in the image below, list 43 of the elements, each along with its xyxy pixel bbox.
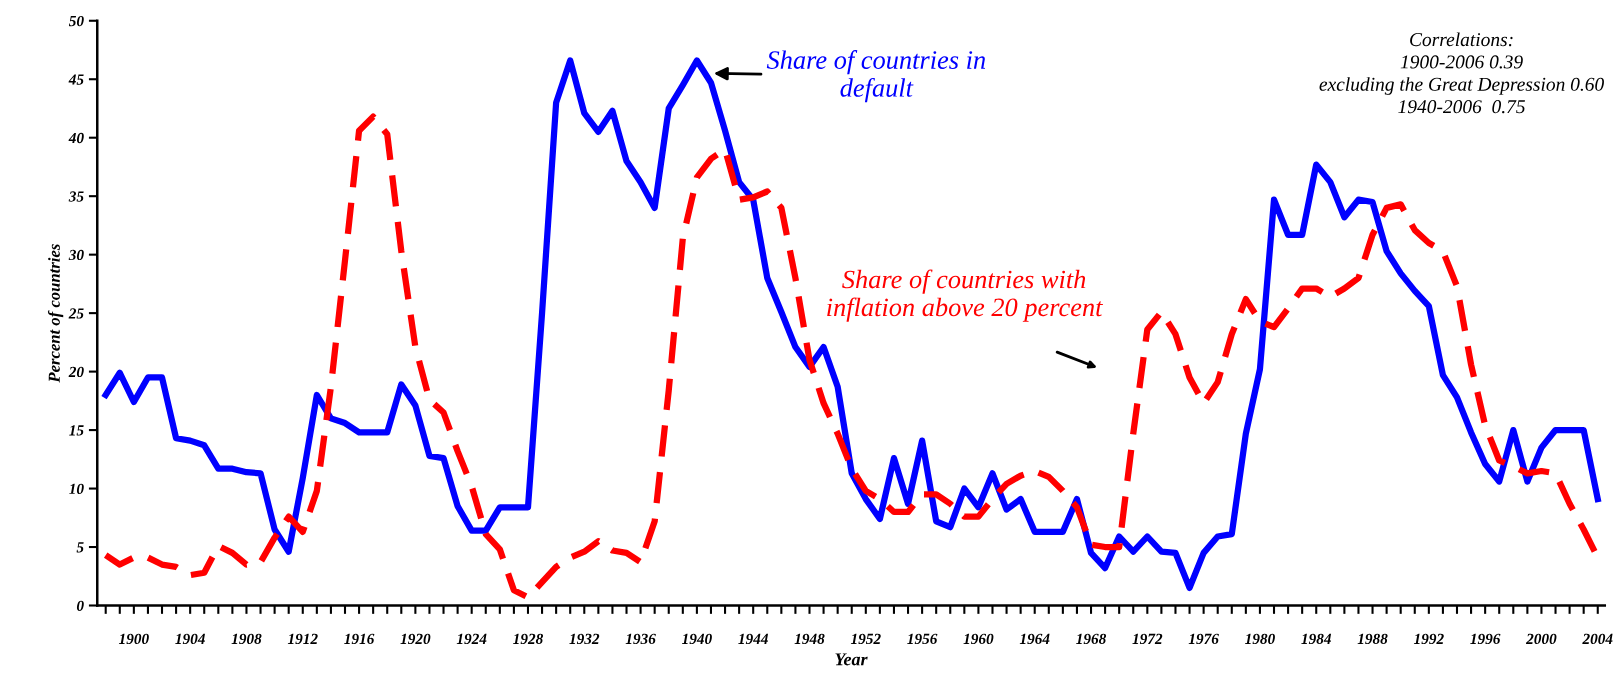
- y-tick-label: 50: [68, 15, 84, 27]
- y-tick-label: 0: [76, 600, 84, 611]
- x-tick-label: 1988: [1357, 633, 1388, 645]
- annotation: Share of countries with inflation above 20 percent: [827, 269, 1103, 322]
- x-tick-label: 1996: [1470, 633, 1501, 645]
- x-tick-label: 1960: [963, 633, 994, 645]
- x-tick-label: 1904: [175, 633, 205, 645]
- annotation: Correlations: 1900-2006 0.39 excluding the Great Depression 0.60 1940-2006 0.75: [1319, 32, 1604, 114]
- x-tick-label: 1968: [1076, 633, 1107, 645]
- x-tick-label: 1936: [625, 633, 656, 645]
- x-tick-label: 1900: [118, 633, 149, 645]
- x-tick-label: 2000: [1525, 633, 1557, 645]
- x-tick-label: 1912: [287, 633, 318, 645]
- annotation: Share of countries in default: [766, 50, 986, 103]
- x-tick-label: 1920: [400, 633, 431, 645]
- x-tick-label: 1984: [1301, 633, 1332, 645]
- y-tick-label: 40: [68, 132, 84, 144]
- x-tick-label: 1980: [1245, 633, 1275, 645]
- y-tick-label: 45: [68, 74, 84, 85]
- y-axis-title: Percent of countries: [47, 244, 64, 383]
- y-tick-label: 25: [68, 308, 84, 319]
- y-tick-label: 20: [68, 366, 84, 378]
- y-tick-label: 35: [68, 191, 84, 202]
- x-tick-label: 1916: [344, 633, 375, 645]
- x-tick-label: 1924: [456, 633, 487, 645]
- x-tick-label: 1928: [513, 633, 544, 645]
- x-tick-label: 1964: [1019, 633, 1050, 645]
- x-tick-label: 1940: [681, 633, 712, 645]
- x-tick-label: 1932: [569, 633, 600, 645]
- y-tick-label: 10: [69, 483, 84, 494]
- x-tick-label: 1908: [231, 633, 262, 645]
- y-tick-label: 15: [69, 425, 84, 436]
- y-tick-label: 5: [76, 542, 84, 553]
- x-tick-label: 1944: [738, 633, 769, 645]
- x-tick-label: 1972: [1132, 633, 1163, 645]
- x-tick-label: 1948: [794, 633, 825, 645]
- y-tick-label: 30: [68, 249, 84, 261]
- x-tick-label: 1992: [1413, 633, 1444, 645]
- x-axis-title: Year: [835, 653, 868, 666]
- x-tick-label: 1976: [1188, 633, 1219, 645]
- x-tick-label: 1956: [907, 633, 938, 645]
- x-tick-label: 1952: [850, 633, 881, 645]
- x-tick-label: 2004: [1582, 633, 1613, 645]
